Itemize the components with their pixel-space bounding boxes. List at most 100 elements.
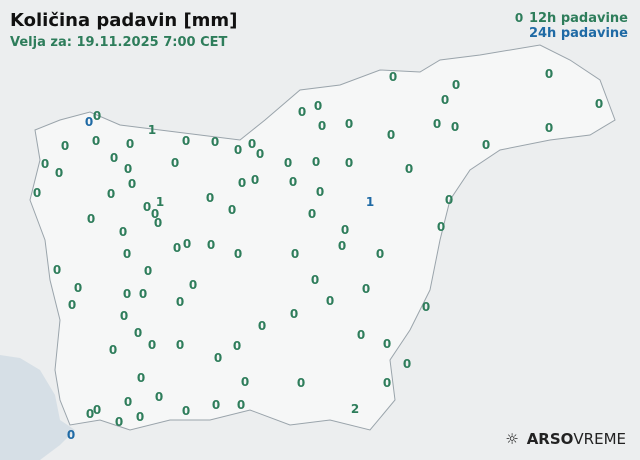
station-value: 0 <box>136 410 144 424</box>
logo-product: VREME <box>573 430 626 448</box>
station-value: 0 <box>316 185 324 199</box>
station-value: 0 <box>155 390 163 404</box>
legend-24h: 24h padavine <box>528 26 628 41</box>
station-value: 0 <box>376 247 384 261</box>
station-value: 0 <box>383 376 391 390</box>
station-value: 0 <box>290 307 298 321</box>
station-value: 0 <box>233 339 241 353</box>
station-value: 0 <box>189 278 197 292</box>
station-value: 2 <box>351 402 359 416</box>
station-value: 0 <box>124 395 132 409</box>
station-value: 1 <box>366 195 374 209</box>
station-value: 0 <box>173 241 181 255</box>
station-value: 1 <box>156 195 164 209</box>
station-value: 0 <box>68 298 76 312</box>
station-value: 0 <box>238 176 246 190</box>
station-value: 0 <box>139 287 147 301</box>
station-value: 0 <box>251 173 259 187</box>
station-value: 0 <box>211 135 219 149</box>
page-title: Količina padavin [mm] <box>10 10 238 31</box>
station-value: 0 <box>441 93 449 107</box>
station-value: 0 <box>151 207 159 221</box>
station-value: 0 <box>86 407 94 421</box>
station-value: 0 <box>176 338 184 352</box>
station-value: 0 <box>74 281 82 295</box>
station-value: 0 <box>291 247 299 261</box>
station-value: 0 <box>297 376 305 390</box>
station-value: 0 <box>33 186 41 200</box>
station-value: 0 <box>595 97 603 111</box>
station-value: 0 <box>341 223 349 237</box>
station-value: 0 <box>298 105 306 119</box>
station-value: 0 <box>482 138 490 152</box>
station-value: 0 <box>107 187 115 201</box>
station-value: 0 <box>433 117 441 131</box>
station-value: 0 <box>545 121 553 135</box>
station-value: 0 <box>228 203 236 217</box>
station-value: 0 <box>115 415 123 429</box>
station-value: 0 <box>92 134 100 148</box>
sun-cloud-icon: ☼ <box>505 430 519 448</box>
station-value: 0 <box>61 139 69 153</box>
station-value: 0 <box>144 264 152 278</box>
station-value: 0 <box>128 177 136 191</box>
station-value: 0 <box>120 309 128 323</box>
legend: 12h padavine 24h padavine <box>529 11 628 41</box>
station-value: 0 <box>389 70 397 84</box>
station-value: 0 <box>53 263 61 277</box>
station-value: 0 <box>93 109 101 123</box>
station-value: 0 <box>318 119 326 133</box>
station-value: 0 <box>258 319 266 333</box>
station-value: 0 <box>214 351 222 365</box>
station-value: 0 <box>183 237 191 251</box>
station-value: 0 <box>110 151 118 165</box>
station-value: 0 <box>143 200 151 214</box>
station-value: 0 <box>137 371 145 385</box>
station-value: 0 <box>207 238 215 252</box>
station-value: 0 <box>451 120 459 134</box>
station-value: 0 <box>182 404 190 418</box>
station-value: 0 <box>171 156 179 170</box>
station-value: 0 <box>67 428 75 442</box>
station-value: 0 <box>338 239 346 253</box>
station-value: 0 <box>445 193 453 207</box>
station-value: 0 <box>326 294 334 308</box>
valid-time: Velja za: 19.11.2025 7:00 CET <box>10 35 228 50</box>
station-value: 0 <box>308 207 316 221</box>
logo-brand: ARSO <box>526 430 574 448</box>
station-value: 0 <box>437 220 445 234</box>
station-value: 0 <box>182 134 190 148</box>
station-value: 0 <box>383 337 391 351</box>
station-value: 0 <box>119 225 127 239</box>
station-value: 0 <box>422 300 430 314</box>
station-value: 0 <box>41 157 49 171</box>
station-value: 0 <box>85 115 93 129</box>
station-value: 0 <box>452 78 460 92</box>
station-value: 0 <box>124 162 132 176</box>
station-value: 0 <box>405 162 413 176</box>
station-value: 0 <box>87 212 95 226</box>
station-value: 0 <box>387 128 395 142</box>
station-value: 0 <box>148 338 156 352</box>
station-value: 0 <box>154 216 162 230</box>
station-value: 0 <box>206 191 214 205</box>
station-value: 0 <box>123 247 131 261</box>
station-value: 0 <box>237 398 245 412</box>
station-value: 0 <box>93 403 101 417</box>
station-value: 0 <box>55 166 63 180</box>
station-value: 0 <box>515 11 523 25</box>
station-value: 0 <box>311 273 319 287</box>
station-value: 0 <box>345 156 353 170</box>
station-value: 0 <box>284 156 292 170</box>
legend-12h: 12h padavine <box>528 11 628 26</box>
station-value: 0 <box>345 117 353 131</box>
station-value: 0 <box>312 155 320 169</box>
slovenia-border <box>29 44 616 431</box>
station-value: 0 <box>109 343 117 357</box>
station-value: 0 <box>212 398 220 412</box>
station-value: 0 <box>362 282 370 296</box>
station-value: 0 <box>234 143 242 157</box>
sea <box>0 355 75 460</box>
station-value: 1 <box>148 123 156 137</box>
